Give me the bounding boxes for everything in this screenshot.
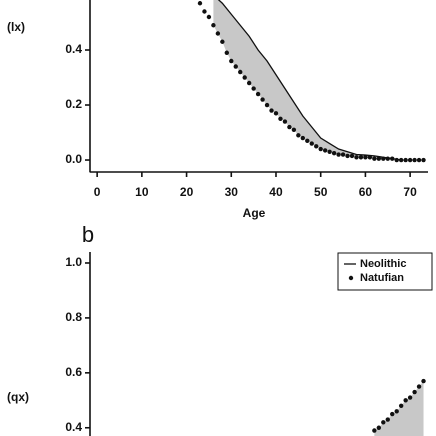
shaded-area (213, 0, 402, 161)
data-point (331, 150, 337, 156)
data-point (255, 91, 261, 97)
data-point (202, 9, 207, 14)
data-point (305, 138, 310, 143)
y-tick-label: 0.8 (65, 310, 82, 324)
data-point (340, 152, 346, 157)
data-point (421, 378, 426, 384)
data-point (385, 156, 390, 161)
data-point (251, 86, 256, 91)
x-tick-label: 40 (269, 185, 283, 199)
data-point (224, 50, 230, 55)
data-point (394, 157, 399, 163)
data-point (407, 157, 413, 163)
data-point (278, 116, 283, 121)
x-tick-label: 50 (314, 185, 328, 199)
data-point (421, 157, 426, 163)
x-tick-label: 70 (403, 185, 417, 199)
legend-label: Neolithic (360, 258, 406, 270)
data-point (354, 155, 359, 160)
data-point (260, 97, 265, 102)
data-point (345, 153, 350, 159)
data-point (314, 144, 319, 149)
data-point (367, 155, 373, 160)
data-point (220, 39, 225, 44)
data-point (246, 80, 252, 86)
data-point (300, 135, 306, 141)
data-point (416, 384, 422, 389)
x-tick-label: 10 (135, 185, 149, 199)
data-point (398, 157, 404, 163)
data-point (273, 111, 279, 116)
y-axis-label: (lx) (7, 20, 25, 34)
data-point (390, 156, 395, 161)
data-point (242, 75, 247, 80)
data-point (403, 157, 408, 163)
data-point (211, 23, 216, 28)
data-point (376, 425, 382, 430)
data-point (394, 409, 399, 414)
y-tick-label: 0.0 (65, 152, 82, 166)
x-tick-label: 60 (359, 185, 373, 199)
data-point (318, 146, 323, 152)
data-point (206, 14, 212, 20)
y-axis-label: (qx) (7, 390, 29, 404)
data-point (327, 149, 332, 154)
data-point (372, 428, 377, 433)
data-point (349, 153, 355, 159)
data-point (264, 102, 270, 108)
y-tick-label: 0.2 (65, 97, 82, 111)
data-point (322, 148, 328, 153)
data-point (381, 420, 386, 425)
shaded-area (374, 381, 424, 436)
data-point (398, 403, 404, 408)
y-tick-label: 0.6 (65, 365, 82, 379)
data-point (282, 119, 288, 124)
data-point (390, 411, 395, 417)
y-tick-label: 0.4 (65, 42, 82, 56)
y-tick-label: 0.6 (65, 0, 82, 1)
data-point (385, 417, 390, 422)
data-point (229, 58, 234, 64)
data-point (238, 69, 243, 75)
data-point (296, 133, 301, 138)
data-point (291, 127, 297, 132)
data-point (416, 157, 422, 163)
data-point (215, 31, 221, 36)
data-point (412, 157, 417, 163)
legend-dot (348, 275, 354, 281)
x-tick-label: 30 (225, 185, 239, 199)
data-point (233, 64, 238, 69)
legend-label: Natufian (360, 272, 404, 284)
data-point (407, 395, 413, 400)
data-point (336, 152, 341, 157)
legend-box (337, 252, 433, 291)
y-tick-label: 1.0 (65, 255, 82, 269)
data-point (412, 389, 417, 395)
y-tick-label: 0.4 (65, 420, 82, 434)
x-tick-label: 20 (180, 185, 194, 199)
data-point (381, 156, 386, 161)
data-point (372, 156, 377, 161)
x-tick-label: 0 (94, 185, 101, 199)
data-point (197, 1, 203, 6)
x-axis-label: Age (243, 206, 266, 220)
data-point (403, 398, 408, 403)
data-point (376, 156, 382, 161)
data-point (363, 155, 368, 160)
data-point (309, 141, 314, 146)
data-point (287, 124, 292, 130)
data-point (358, 155, 364, 160)
panel-label: b (82, 222, 94, 247)
data-point (269, 108, 274, 113)
